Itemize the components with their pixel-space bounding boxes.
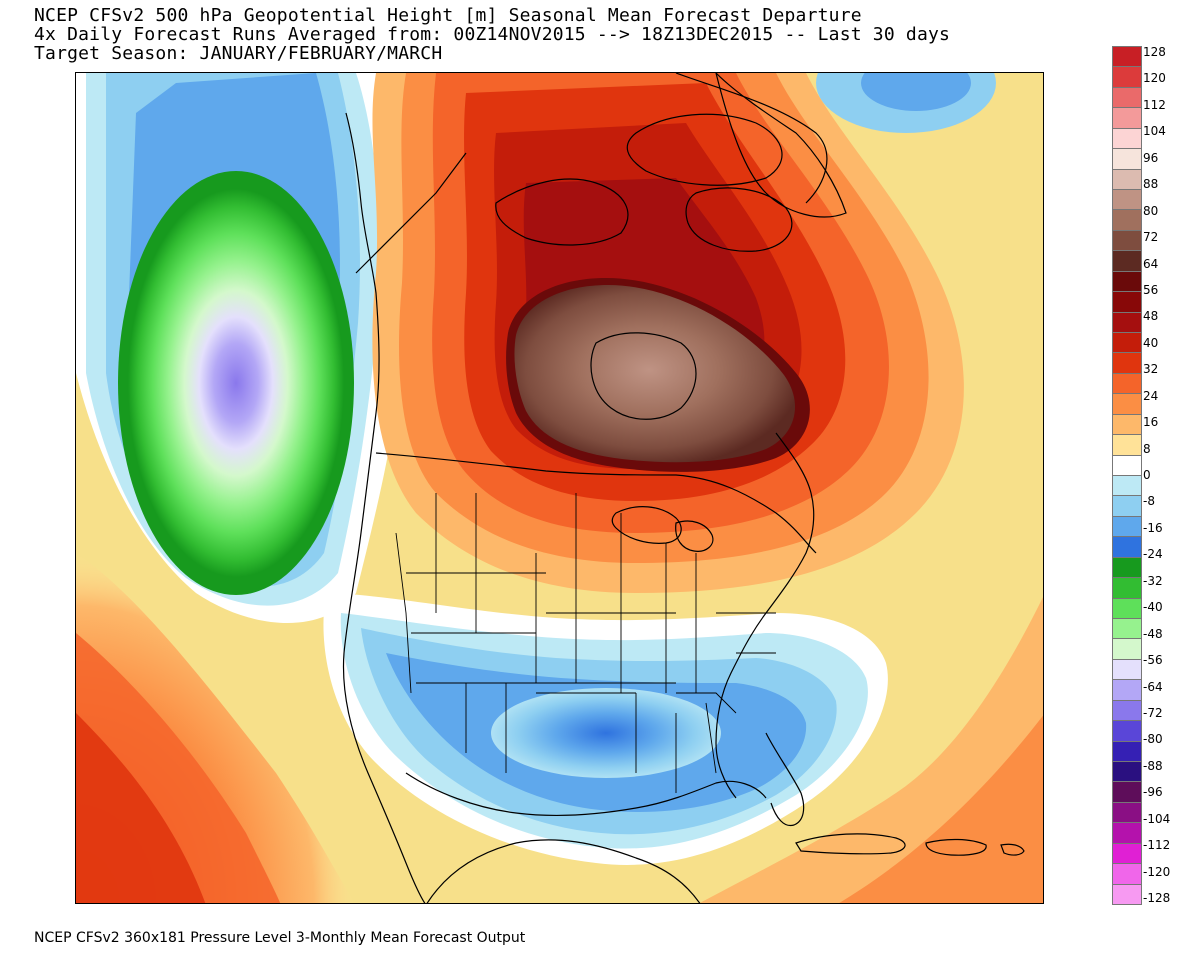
color-scale-tick-label: 8: [1143, 441, 1151, 456]
state-borders: [395, 493, 776, 793]
color-scale-swatch: [1112, 515, 1142, 538]
color-scale-tick-label: -80: [1143, 732, 1163, 747]
color-scale-swatch: [1112, 720, 1142, 742]
color-scale-tick-label: -40: [1143, 600, 1163, 615]
color-scale-tick-label: 128: [1143, 45, 1166, 59]
color-scale-tick-label: 72: [1143, 230, 1159, 245]
color-scale-swatch: [1112, 597, 1142, 619]
color-scale-tick-label: -16: [1143, 520, 1163, 535]
color-scale-swatch: [1112, 229, 1142, 252]
color-scale-swatch: [1112, 332, 1142, 354]
color-scale-swatch: [1112, 761, 1142, 783]
chart-subtitle-season: Target Season: JANUARY/FEBRUARY/MARCH: [34, 43, 443, 64]
color-scale-swatch: [1112, 168, 1142, 190]
color-scale-tick-label: 40: [1143, 335, 1159, 350]
color-scale-tick-label: -48: [1143, 626, 1163, 641]
color-scale-bar: [1112, 46, 1142, 905]
color-scale-swatch: [1112, 291, 1142, 313]
color-scale-swatch: [1112, 577, 1142, 599]
color-scale-tick-label: 80: [1143, 203, 1159, 218]
color-scale-swatch: [1112, 352, 1142, 374]
color-scale-swatch: [1112, 209, 1142, 231]
color-scale-tick-label: -64: [1143, 679, 1163, 694]
color-scale-tick-label: -8: [1143, 494, 1155, 509]
color-scale-swatch: [1112, 679, 1142, 701]
color-scale-tick-label: -128: [1143, 891, 1171, 905]
color-scale-tick-label: 32: [1143, 362, 1159, 377]
chart-title: NCEP CFSv2 500 hPa Geopotential Height […: [34, 5, 862, 26]
color-scale-swatch: [1112, 454, 1142, 476]
color-scale-swatch: [1112, 638, 1142, 660]
chart-subtitle-runs: 4x Daily Forecast Runs Averaged from: 00…: [34, 24, 951, 45]
positive-anomaly-core-canada: [514, 285, 796, 463]
color-scale-tick-label: 112: [1143, 97, 1166, 112]
color-scale-tick-label: -72: [1143, 705, 1163, 720]
negative-anomaly-gulf-coast: [491, 688, 721, 778]
color-scale-tick-label: -96: [1143, 785, 1163, 800]
anomaly-map-svg: [76, 73, 1043, 903]
color-scale-swatch: [1112, 618, 1142, 640]
color-scale-swatch: [1112, 311, 1142, 333]
footer-caption: NCEP CFSv2 360x181 Pressure Level 3-Mont…: [34, 930, 526, 946]
chart-title-block: NCEP CFSv2 500 hPa Geopotential Height […: [34, 6, 1094, 63]
color-scale-tick-label: 16: [1143, 415, 1159, 430]
color-scale-tick-label: -24: [1143, 547, 1163, 562]
color-scale-tick-label: 24: [1143, 388, 1159, 403]
color-scale-swatch: [1112, 107, 1142, 129]
color-scale-swatch: [1112, 495, 1142, 517]
color-scale-swatch: [1112, 46, 1142, 68]
color-scale-tick-label: -88: [1143, 758, 1163, 773]
color-scale-tick-label: 96: [1143, 150, 1159, 165]
anomaly-map: [75, 72, 1044, 904]
color-scale-swatch: [1112, 413, 1142, 436]
coastlines: [342, 73, 1025, 903]
color-scale-tick-label: -56: [1143, 653, 1163, 668]
color-scale-tick-label: 104: [1143, 124, 1166, 139]
color-scale-tick-label: 88: [1143, 177, 1159, 192]
color-scale-tick-label: -112: [1143, 838, 1171, 853]
color-scale-swatch: [1112, 372, 1142, 395]
color-scale-tick-label: -120: [1143, 864, 1171, 879]
color-scale-swatch: [1112, 270, 1142, 293]
color-scale-swatch: [1112, 740, 1142, 762]
color-scale-tick-label: 56: [1143, 282, 1159, 297]
color-scale-swatch: [1112, 66, 1142, 88]
color-scale-swatch: [1112, 393, 1142, 415]
color-scale-swatch: [1112, 658, 1142, 681]
color-scale-swatch: [1112, 863, 1142, 885]
negative-anomaly-northeast-pacific: [118, 171, 354, 595]
color-scale-tick-label: 48: [1143, 309, 1159, 324]
color-scale-swatch: [1112, 883, 1142, 905]
color-scale-tick-label: 0: [1143, 468, 1151, 482]
color-scale-swatch: [1112, 842, 1142, 865]
color-scale-swatch: [1112, 250, 1142, 272]
color-scale-tick-label: -104: [1143, 811, 1171, 826]
color-scale-swatch: [1112, 127, 1142, 150]
color-scale-swatch: [1112, 475, 1142, 497]
color-scale-swatch: [1112, 536, 1142, 558]
color-scale-tick-label: -32: [1143, 573, 1163, 588]
color-scale-swatch: [1112, 699, 1142, 722]
color-scale-tick-label: 120: [1143, 71, 1166, 86]
color-scale-swatch: [1112, 148, 1142, 170]
color-scale-swatch: [1112, 434, 1142, 456]
color-scale-swatch: [1112, 189, 1142, 211]
color-scale-swatch: [1112, 86, 1142, 109]
color-scale-swatch: [1112, 556, 1142, 579]
color-scale-swatch: [1112, 781, 1142, 803]
color-scale-swatch: [1112, 801, 1142, 824]
color-scale-swatch: [1112, 822, 1142, 844]
color-scale-tick-label: 64: [1143, 256, 1159, 271]
